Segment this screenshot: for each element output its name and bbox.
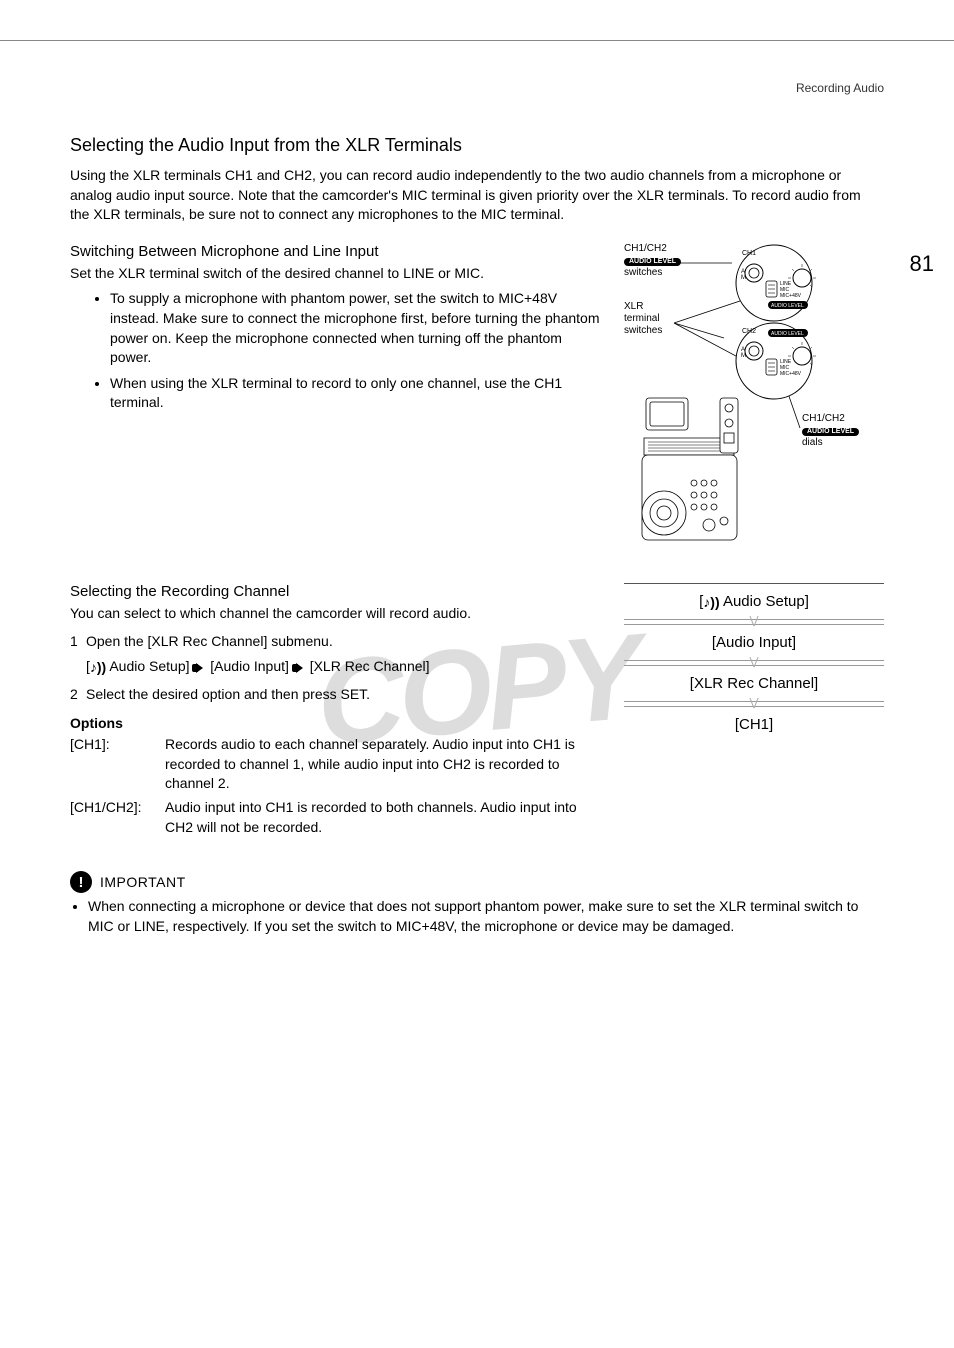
page: Recording Audio 81 COPY Selecting the Au… (0, 40, 954, 996)
option-value: Audio input into CH1 is recorded to both… (165, 798, 604, 837)
list-item: When connecting a microphone or device t… (88, 897, 884, 936)
section-intro: Using the XLR terminals CH1 and CH2, you… (70, 166, 884, 225)
steps: 1 Open the [XLR Rec Channel] submenu. [♪… (70, 631, 604, 705)
option-row: [CH1]: Records audio to each channel sep… (70, 735, 604, 794)
list-item: To supply a microphone with phantom powe… (110, 289, 604, 367)
option-row: [CH1/CH2]: Audio input into CH1 is recor… (70, 798, 604, 837)
svg-text:MIC+48V: MIC+48V (780, 371, 802, 377)
sub2-lead: You can select to which channel the camc… (70, 604, 604, 624)
svg-text:M: M (741, 275, 746, 281)
svg-text:CH1: CH1 (742, 250, 756, 257)
sub2-left: Selecting the Recording Channel You can … (70, 583, 604, 841)
camcorder-diagram: CH1/CH2 AUDIO LEVEL switches XLR termina… (624, 243, 884, 573)
sub1-lead: Set the XLR terminal switch of the desir… (70, 264, 604, 284)
step-2: 2 Select the desired option and then pre… (70, 684, 604, 705)
audio-icon: ♪)) (90, 657, 106, 678)
step-text: Open the [XLR Rec Channel] submenu. (86, 631, 604, 652)
page-number: 81 (910, 251, 934, 277)
menu-path-item: [CH1] (624, 706, 884, 743)
list-item: When using the XLR terminal to record to… (110, 374, 604, 413)
arrow-icon (196, 663, 203, 673)
path-seg: Audio Setup] (106, 658, 189, 674)
important-list: When connecting a microphone or device t… (88, 897, 884, 936)
menu-path-box: [♪)) Audio Setup] ⋁ [Audio Input] ⋁ [XLR… (624, 583, 884, 743)
sub1-title: Switching Between Microphone and Line In… (70, 243, 604, 260)
step-number: 2 (70, 684, 86, 705)
step-text: Select the desired option and then press… (86, 684, 604, 705)
option-key: [CH1/CH2]: (70, 798, 165, 837)
path-seg: [Audio Input] (210, 658, 289, 674)
camcorder-svg: CH1 A M AUDIO LEVEL LINE MIC M (624, 243, 884, 573)
sub1-left: Switching Between Microphone and Line In… (70, 243, 604, 573)
chevron-down-icon: ⋁ (624, 619, 884, 625)
section-title: Selecting the Audio Input from the XLR T… (70, 135, 884, 156)
step-1-path: [♪)) Audio Setup] [Audio Input] [XLR Rec… (86, 656, 604, 678)
options-heading: Options (70, 715, 604, 731)
svg-text:MIC+48V: MIC+48V (780, 293, 802, 299)
chevron-down-icon: ⋁ (624, 701, 884, 707)
sub1-right: CH1/CH2 AUDIO LEVEL switches XLR termina… (624, 243, 884, 573)
step-number: 1 (70, 631, 86, 652)
step-1: 1 Open the [XLR Rec Channel] submenu. (70, 631, 604, 652)
important-icon: ! (70, 871, 92, 893)
sub2-row: Selecting the Recording Channel You can … (70, 583, 884, 841)
important-label: IMPORTANT (100, 874, 186, 890)
chevron-down-icon: ⋁ (624, 660, 884, 666)
option-value: Records audio to each channel separately… (165, 735, 604, 794)
arrow-icon (296, 663, 303, 673)
sub1-row: Switching Between Microphone and Line In… (70, 243, 884, 573)
sub2-title: Selecting the Recording Channel (70, 583, 604, 600)
menu-path-text: Audio Setup] (720, 593, 809, 610)
sub2-right: [♪)) Audio Setup] ⋁ [Audio Input] ⋁ [XLR… (624, 583, 884, 841)
path-seg: [XLR Rec Channel] (310, 658, 430, 674)
running-header: Recording Audio (70, 81, 884, 95)
audio-icon: ♪)) (703, 593, 719, 611)
svg-text:AUDIO LEVEL: AUDIO LEVEL (771, 331, 804, 337)
svg-text:AUDIO LEVEL: AUDIO LEVEL (771, 303, 804, 309)
sub1-bullets: To supply a microphone with phantom powe… (110, 289, 604, 413)
svg-text:M: M (741, 353, 746, 359)
svg-text:CH2: CH2 (742, 328, 756, 335)
option-key: [CH1]: (70, 735, 165, 794)
important-header: ! IMPORTANT (70, 871, 884, 893)
